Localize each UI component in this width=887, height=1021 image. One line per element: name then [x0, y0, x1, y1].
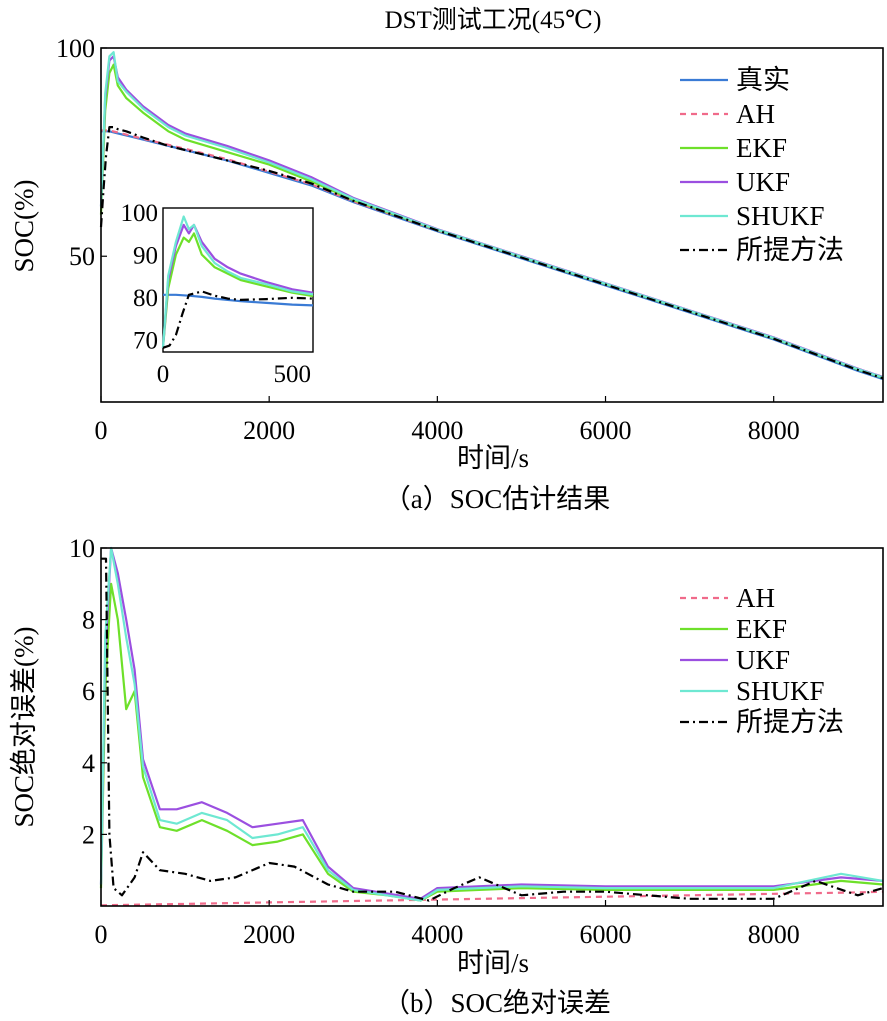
x-tick-label: 0 [95, 416, 108, 445]
legend-label-ekf: EKF [736, 133, 787, 163]
y-tick-label: 2 [82, 820, 95, 849]
x-tick-label: 6000 [580, 416, 632, 445]
inset-y-tick-label: 100 [121, 200, 159, 227]
inset-x-tick-label: 500 [274, 361, 312, 388]
y-axis-label: SOC绝对误差(%) [9, 627, 39, 828]
series-line-shukf [161, 215, 314, 348]
series-lines [99, 51, 884, 381]
caption: （a）SOC估计结果 [384, 484, 611, 514]
x-tick-label: 4000 [411, 920, 463, 949]
chart-title: DST测试工况(45℃) [385, 6, 602, 34]
x-tick-label: 2000 [243, 920, 295, 949]
legend-label-proposed: 所提方法 [736, 707, 844, 737]
soc-estimation-chart: DST测试工况(45℃) 0 2000 4000 6000 8000 50 100 时间/s… [9, 6, 884, 514]
legend: 真实 AH EKF UKF SHUKF 所提方法 [680, 65, 844, 265]
y-tick-label: 4 [82, 749, 95, 778]
inset-x-tick-label: 0 [157, 361, 170, 388]
x-axis-label: 时间/s [457, 443, 529, 473]
x-tick-label: 2000 [243, 416, 295, 445]
series-lines [99, 546, 884, 907]
inset-y-tick-label: 90 [133, 243, 158, 270]
x-tick-label: 6000 [580, 920, 632, 949]
plot-frame [100, 47, 884, 403]
x-axis-label: 时间/s [457, 948, 529, 978]
legend-label-ukf: UKF [736, 167, 790, 197]
inset-y-tick-label: 70 [133, 327, 158, 354]
series-line-ekf [161, 232, 314, 348]
series-line-shukf [99, 51, 884, 379]
series-line-ekf [99, 582, 884, 902]
series-line-proposed [162, 290, 314, 349]
caption: （b）SOC绝对误差 [383, 988, 611, 1018]
x-tick-label: 0 [95, 920, 108, 949]
x-tick-label: 4000 [411, 416, 463, 445]
series-line-shukf [99, 546, 884, 902]
series-line-true [163, 293, 314, 307]
y-tick-label: 8 [82, 606, 95, 635]
legend-label-ekf: EKF [736, 614, 787, 644]
x-tick-label: 8000 [748, 416, 800, 445]
x-tick-label: 8000 [748, 920, 800, 949]
y-tick-label: 50 [69, 242, 95, 271]
axis-ticks: 0 2000 4000 6000 8000 2 4 6 8 10 [69, 534, 800, 949]
legend-label-ah: AH [736, 99, 775, 129]
legend-label-shukf: SHUKF [736, 201, 825, 231]
plot-frame [100, 547, 884, 907]
series-line-proposed [99, 125, 884, 380]
legend-label-true: 真实 [736, 65, 790, 95]
y-tick-label: 6 [82, 677, 95, 706]
series-line-ukf [99, 546, 884, 900]
inset-lines [161, 215, 314, 349]
legend-label-ah: AH [736, 583, 775, 613]
series-line-proposed [101, 557, 884, 902]
y-axis-label: SOC(%) [9, 180, 39, 273]
series-line-ah [100, 890, 884, 907]
legend-label-shukf: SHUKF [736, 676, 825, 706]
legend-label-ukf: UKF [736, 645, 790, 675]
inset-ticks: 0 500 70 80 90 100 [121, 200, 312, 388]
y-tick-label: 100 [56, 34, 95, 63]
y-tick-label: 10 [69, 534, 95, 563]
inset-y-tick-label: 80 [133, 285, 158, 312]
legend-label-proposed: 所提方法 [736, 235, 844, 265]
axis-ticks: 0 2000 4000 6000 8000 50 100 [56, 34, 800, 445]
inset-zoom: 0 500 70 80 90 100 [121, 200, 314, 388]
